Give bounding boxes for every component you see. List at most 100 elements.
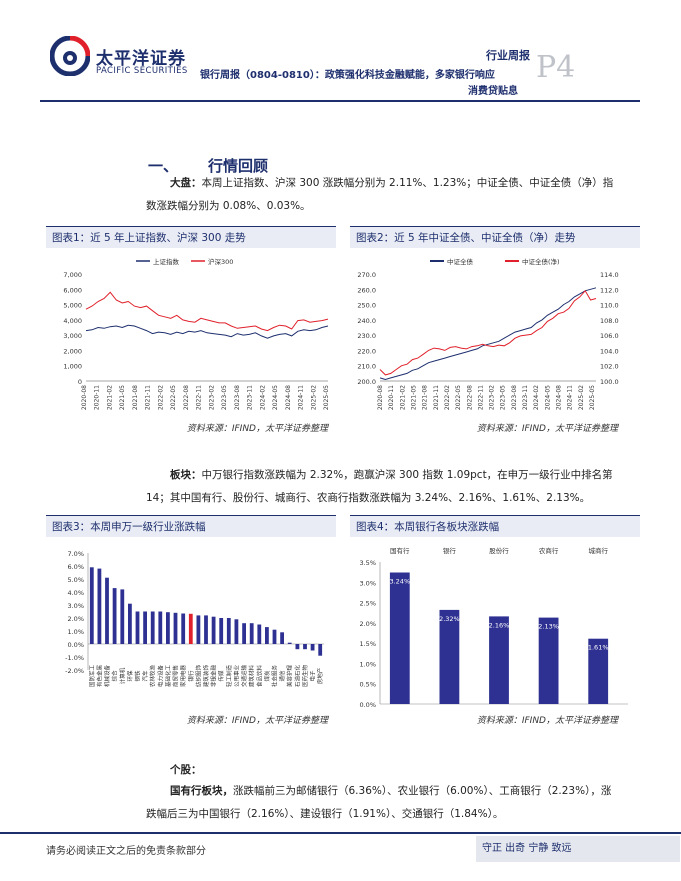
bar-综合 — [112, 588, 117, 644]
x-tick-label: 2020-11 — [388, 385, 395, 410]
x-tick-label: 基础化工 — [164, 665, 172, 688]
bar-美容护理 — [287, 642, 292, 644]
logo-text-cn: 太平洋证券 — [96, 49, 186, 69]
bar-计算机 — [120, 589, 125, 644]
bar-农商行 — [538, 617, 559, 704]
x-tick-label: 交通运输 — [240, 665, 248, 688]
x-tick-label: 2021-02 — [106, 385, 113, 410]
x-tick-label: 轻工制造 — [225, 665, 233, 688]
y-tick-label: 1.5% — [359, 640, 376, 648]
bar-非银金融 — [211, 616, 216, 644]
x-tick-label: 电子 — [309, 670, 317, 682]
bar-通信 — [280, 632, 284, 644]
y-tick-label: 6,000 — [63, 286, 82, 294]
y-tick-label: 5.0% — [67, 576, 84, 584]
x-tick-label: 城商行 — [588, 546, 608, 555]
x-tick-label: 环保 — [126, 670, 134, 682]
x-tick-label: 汽车 — [141, 670, 149, 682]
x-tick-label: 计算机 — [118, 667, 126, 684]
bar-国有行 — [389, 572, 410, 704]
bar-房地产 — [318, 644, 323, 656]
x-tick-label: 2024-02 — [533, 385, 540, 410]
x-tick-label: 综合 — [111, 670, 119, 682]
pacific-securities-logo-icon — [50, 36, 90, 76]
sector-paragraph-line1: 板块：中万银行指数涨跌幅为 2.32%，跑赢沪深 300 指数 1.09pct，… — [170, 469, 613, 481]
bar-基础化工 — [166, 612, 170, 644]
bar-公用事业 — [234, 619, 239, 644]
bar-国防军工 — [89, 567, 94, 644]
series-line-1 — [379, 287, 597, 381]
sector-lead: 板块： — [170, 469, 202, 481]
bar-钢铁 — [135, 611, 140, 644]
x-tick-label: 2025-02 — [310, 385, 317, 410]
bar-汽车 — [143, 611, 147, 644]
y-left-tick-label: 210.0 — [357, 363, 376, 371]
x-tick-label: 钢铁 — [133, 670, 141, 682]
legend-label: 中证全债 — [447, 257, 474, 266]
y-tick-label: -1.0% — [65, 654, 84, 662]
bar-社会服务 — [272, 629, 277, 644]
x-tick-label: 2024-11 — [567, 385, 574, 410]
x-tick-label: 社会服务 — [271, 665, 279, 688]
x-tick-label: 2021-05 — [410, 385, 417, 410]
y-right-tick-label: 102.0 — [600, 363, 619, 371]
x-tick-label: 2024-08 — [556, 385, 563, 410]
y-tick-label: 6.0% — [67, 563, 84, 571]
data-label: 2.32% — [439, 615, 460, 623]
report-title-line2: 消费贷贴息 — [468, 86, 518, 97]
x-tick-label: 2023-11 — [522, 385, 529, 410]
bar-建筑装饰 — [204, 615, 208, 644]
figure-4-chart: 0.0% 0.5% 1.0% 1.5% 2.0% 2.5% 3.0% 3.5% 3.24% 国有行… — [359, 546, 628, 709]
y-tick-label: 3.0% — [67, 602, 84, 610]
x-tick-label: 医药生物 — [301, 665, 309, 688]
bar-医药生物 — [303, 644, 307, 650]
x-tick-label: 2022-02 — [157, 385, 164, 410]
bar-农林牧渔 — [150, 611, 155, 644]
data-label: 2.13% — [538, 623, 559, 631]
x-tick-label: 商贸零售 — [172, 665, 180, 687]
x-tick-label: 纺织服饰 — [194, 665, 202, 688]
figure-4: 图表4：本周银行各板块涨跌幅 — [350, 515, 640, 537]
y-tick-label: 1.0% — [67, 628, 84, 636]
x-tick-label: 2024-05 — [544, 385, 551, 410]
bar-有色金属 — [97, 568, 102, 644]
figure-2-source: 资料来源：IFIND，太平洋证券整理 — [476, 424, 618, 434]
y-right-tick-label: 106.0 — [600, 332, 619, 340]
x-tick-label: 2021-05 — [119, 385, 126, 410]
x-tick-label: 股份行 — [489, 546, 509, 555]
x-tick-label: 2022-08 — [466, 385, 473, 410]
x-tick-label: 非银金融 — [210, 665, 218, 688]
bar-城商行 — [588, 638, 609, 704]
footer-divider — [0, 832, 681, 834]
x-tick-label: 2023-05 — [221, 385, 228, 410]
x-tick-label: 石油石化 — [293, 665, 301, 688]
legend-label: 中证全债(净) — [522, 257, 560, 266]
bar-食品饮料 — [257, 624, 262, 644]
x-tick-label: 农林牧渔 — [149, 665, 157, 688]
y-tick-label: 0.0% — [359, 701, 376, 709]
x-tick-label: 2024-11 — [298, 385, 305, 410]
y-tick-label: 1.0% — [359, 660, 376, 668]
x-tick-label: 家用电器 — [179, 665, 187, 688]
market-paragraph-line1: 大盘：本周上证指数、沪深 300 涨跌幅分别为 2.11%、1.23%；中证全债… — [170, 177, 614, 189]
y-left-tick-label: 220.0 — [357, 347, 376, 355]
bar-轻工制造 — [226, 618, 231, 644]
bar-石油石化 — [295, 644, 300, 650]
section-heading: 行情回顾 — [208, 157, 269, 175]
y-left-tick-label: 260.0 — [357, 286, 376, 294]
x-tick-label: 农商行 — [539, 546, 559, 555]
y-right-tick-label: 110.0 — [600, 302, 619, 310]
bar-银行 — [439, 609, 460, 704]
y-tick-label: 2,000 — [63, 347, 82, 355]
x-tick-label: 食品饮料 — [255, 665, 263, 688]
figure-1-source: 资料来源：IFIND，太平洋证券整理 — [186, 424, 328, 434]
bar-纺织服饰 — [196, 615, 201, 644]
x-tick-label: 2020-08 — [81, 385, 88, 410]
y-tick-label: 4.0% — [67, 589, 84, 597]
y-tick-label: 3,000 — [63, 332, 82, 340]
y-tick-label: 7,000 — [63, 271, 82, 279]
y-tick-label: 5,000 — [63, 302, 82, 310]
y-tick-label: 0.0% — [67, 641, 84, 649]
header-divider — [40, 100, 640, 102]
legend-label: 沪深300 — [208, 257, 233, 266]
